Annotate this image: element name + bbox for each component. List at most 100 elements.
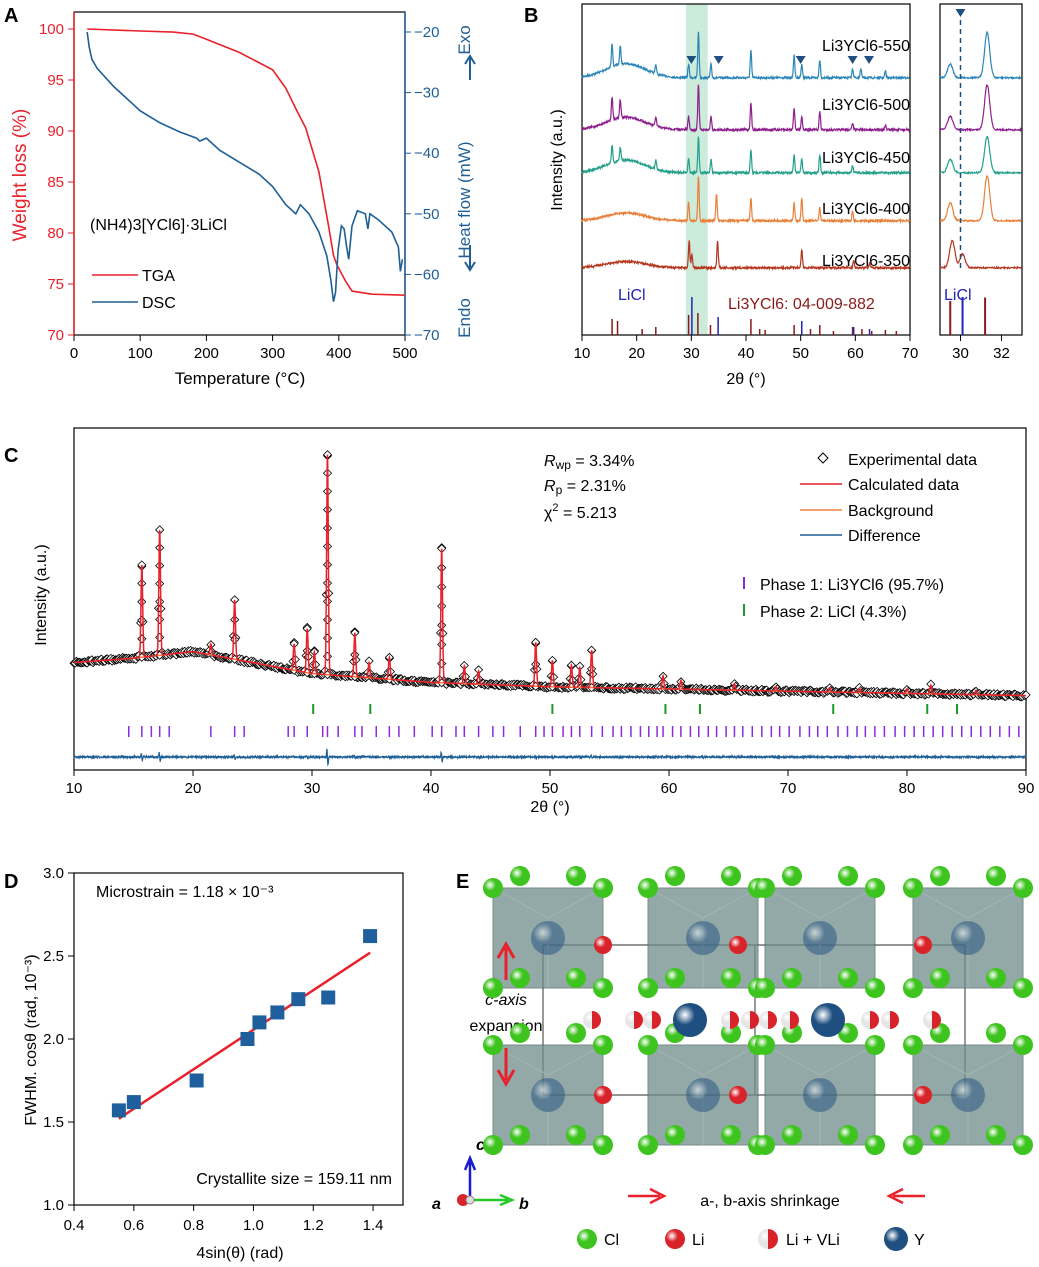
c-xtick-label: 80: [899, 780, 916, 797]
e-li-vli-half: [890, 1011, 899, 1029]
e-legend-y: Y: [914, 1232, 925, 1249]
panel-label-c: C: [4, 445, 18, 467]
a-xtick-label: 200: [194, 345, 219, 362]
b-inset-pattern-line-1: [939, 84, 1023, 133]
e-cl-atom: [930, 866, 950, 886]
e-y-atom: [951, 1078, 985, 1112]
e-axis-b: b: [519, 1196, 529, 1213]
b-xtick-label: 30: [683, 345, 700, 362]
b-inset-pattern-line-0: [939, 30, 1022, 81]
e-cl-atom: [721, 968, 741, 988]
e-y-atom: [531, 921, 565, 955]
b-series-label-550: Li3YCl6-550: [822, 38, 910, 55]
b-pattern-line-2: [581, 136, 911, 177]
c-experimental-point: [155, 632, 165, 642]
e-cl-atom: [1013, 1035, 1033, 1055]
d-data-point: [189, 1073, 204, 1088]
c-chi2-value: 5.213: [577, 505, 617, 522]
e-li-atom: [729, 1086, 747, 1104]
c-calculated-line: [74, 454, 1026, 697]
e-li-atom: [914, 1086, 932, 1104]
e-cl-atom: [1013, 878, 1033, 898]
e-cl-atom: [483, 1135, 503, 1155]
e-cl-atom: [865, 1135, 885, 1155]
e-cl-atom: [755, 1035, 775, 1055]
c-xtick-label: 70: [780, 780, 797, 797]
b-ref-licl: LiCl: [618, 287, 646, 304]
a-plot-frame: [73, 11, 406, 336]
e-cl-atom: [986, 866, 1006, 886]
e-cl-atom: [865, 1035, 885, 1055]
b-inset-xtick-label: 30: [952, 345, 969, 362]
a-y2tick-label: −60: [414, 266, 439, 283]
c-rp: Rp = 2.31%: [544, 478, 626, 497]
a-tga-line: [87, 28, 406, 296]
e-cl-atom: [665, 866, 685, 886]
c-experimental-point: [322, 578, 333, 588]
e-cl-atom: [838, 1125, 858, 1145]
c-legend-diff: Difference: [848, 528, 921, 545]
e-cl-atom: [986, 1125, 1006, 1145]
b-series-label-450: Li3YCl6-450: [822, 150, 910, 167]
c-experimental-point: [350, 650, 360, 660]
d-xtick-label: 0.4: [64, 1217, 85, 1234]
d-xtick-label: 1.4: [363, 1217, 384, 1234]
b-pattern-line-0: [581, 31, 910, 81]
b-series-label-500: Li3YCl6-500: [822, 97, 910, 114]
e-y-atom-center: [811, 1003, 845, 1037]
b-inset-pattern-line-4: [939, 239, 1023, 271]
e-cl-atom: [638, 978, 658, 998]
d-ytick-label: 2.0: [43, 1031, 64, 1048]
d-xlabel: 4sin(θ) (rad): [196, 1245, 283, 1262]
e-y-atom: [951, 921, 985, 955]
e-cl-atom: [721, 1125, 741, 1145]
c-experimental-point: [437, 639, 447, 650]
b-inset-xtick-label: 32: [993, 345, 1010, 362]
e-cl-atom: [1013, 978, 1033, 998]
a-exo-label: Exo: [455, 25, 474, 54]
c-experimental-point: [437, 659, 447, 669]
c-chi2: χ2 = 5.213: [544, 502, 617, 522]
b-pattern-line-3: [581, 176, 911, 225]
e-cl-atom: [903, 878, 923, 898]
e-cl-atom: [1013, 1135, 1033, 1155]
e-axis-c: c: [476, 1137, 485, 1154]
b-inset-licl: LiCl: [944, 287, 972, 304]
e-cl-atom: [566, 1023, 586, 1043]
e-legend-li-icon: [665, 1229, 685, 1249]
c-rwp-value: 3.34%: [589, 453, 634, 470]
c-experimental-point: [587, 664, 597, 674]
e-cl-atom: [986, 968, 1006, 988]
b-ref-li3ycl6: Li3YCl6: 04-009-882: [728, 296, 875, 313]
e-y-atom: [686, 921, 720, 955]
e-li-vli-half: [768, 1011, 777, 1029]
e-c-axis-arrow-icon: [463, 1154, 477, 1200]
e-cl-atom: [593, 878, 613, 898]
e-li-vli-half: [870, 1011, 879, 1029]
e-cl-atom: [986, 1023, 1006, 1043]
e-cl-atom: [665, 1125, 685, 1145]
c-experimental-point: [437, 601, 447, 611]
c-experimental-point: [155, 614, 165, 625]
e-ab-axis-text: a-, b-axis shrinkage: [700, 1193, 840, 1210]
d-data-point: [363, 929, 378, 944]
e-cl-atom: [483, 878, 503, 898]
d-data-point: [270, 1005, 285, 1020]
e-cl-atom: [838, 866, 858, 886]
e-cl-atom: [510, 968, 530, 988]
e-cl-atom: [903, 978, 923, 998]
c-legend-calc: Calculated data: [848, 477, 959, 494]
a-legend-dsc: DSC: [142, 295, 176, 312]
e-y-atom: [686, 1078, 720, 1112]
c-experimental-point: [155, 579, 165, 589]
b-ylabel: Intensity (a.u.): [549, 109, 566, 210]
panel-label-d: D: [4, 871, 18, 893]
b-impurity-triangle-icon: [686, 56, 697, 64]
e-cl-atom: [638, 878, 658, 898]
e-cl-atom: [665, 968, 685, 988]
b-series-label-350: Li3YCl6-350: [822, 253, 910, 270]
e-legend-li: Li: [692, 1232, 704, 1249]
c-experimental-point: [437, 620, 447, 630]
b-xtick-label: 70: [902, 345, 919, 362]
